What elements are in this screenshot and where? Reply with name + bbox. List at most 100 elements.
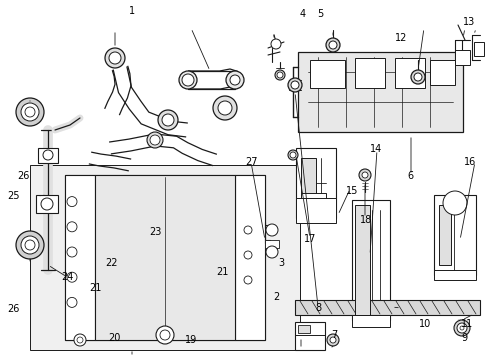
Circle shape bbox=[77, 337, 83, 343]
Text: 24: 24 bbox=[61, 272, 74, 282]
Circle shape bbox=[442, 191, 466, 215]
Bar bbox=[294, 322, 325, 350]
Circle shape bbox=[162, 114, 174, 126]
Bar bbox=[235, 175, 264, 340]
Circle shape bbox=[459, 326, 463, 330]
Text: 17: 17 bbox=[303, 234, 316, 244]
Bar bbox=[65, 175, 95, 340]
Circle shape bbox=[328, 41, 336, 49]
Circle shape bbox=[158, 110, 178, 130]
Circle shape bbox=[413, 73, 421, 81]
Circle shape bbox=[329, 337, 335, 343]
Circle shape bbox=[265, 224, 278, 236]
Circle shape bbox=[361, 172, 367, 178]
Bar bbox=[297, 52, 462, 132]
Bar bbox=[351, 200, 389, 320]
Text: 7: 7 bbox=[330, 330, 336, 340]
Bar bbox=[36, 195, 58, 213]
Circle shape bbox=[326, 334, 338, 346]
Bar bbox=[433, 270, 475, 280]
Circle shape bbox=[67, 197, 77, 207]
Circle shape bbox=[410, 70, 424, 84]
Bar bbox=[473, 42, 483, 56]
Circle shape bbox=[150, 135, 160, 145]
Circle shape bbox=[287, 150, 297, 160]
Circle shape bbox=[325, 38, 339, 52]
Text: 12: 12 bbox=[394, 33, 407, 43]
Circle shape bbox=[147, 132, 163, 148]
Circle shape bbox=[43, 150, 53, 160]
Circle shape bbox=[225, 71, 244, 89]
Bar bbox=[30, 165, 299, 350]
Text: 16: 16 bbox=[463, 157, 476, 167]
Bar bbox=[295, 198, 335, 223]
Circle shape bbox=[218, 101, 231, 115]
Bar bbox=[297, 325, 309, 333]
Text: 10: 10 bbox=[418, 319, 431, 329]
Text: 20: 20 bbox=[108, 333, 121, 343]
Text: 22: 22 bbox=[105, 258, 118, 268]
Text: 27: 27 bbox=[244, 157, 257, 167]
Text: 25: 25 bbox=[7, 191, 20, 201]
Circle shape bbox=[270, 39, 281, 49]
Circle shape bbox=[67, 297, 77, 307]
Circle shape bbox=[156, 326, 174, 344]
Bar bbox=[351, 315, 389, 327]
Bar bbox=[429, 60, 454, 85]
Circle shape bbox=[25, 240, 35, 250]
Circle shape bbox=[21, 236, 39, 254]
Circle shape bbox=[358, 169, 370, 181]
Circle shape bbox=[287, 78, 302, 92]
Bar bbox=[433, 195, 475, 275]
Circle shape bbox=[213, 96, 237, 120]
Circle shape bbox=[160, 330, 170, 340]
Circle shape bbox=[274, 70, 285, 80]
Circle shape bbox=[16, 231, 44, 259]
Text: 21: 21 bbox=[89, 283, 102, 293]
Circle shape bbox=[109, 52, 121, 64]
Bar bbox=[65, 175, 264, 340]
Circle shape bbox=[67, 247, 77, 257]
Text: 11: 11 bbox=[460, 319, 472, 329]
Bar bbox=[38, 148, 58, 163]
Circle shape bbox=[453, 320, 469, 336]
Bar bbox=[438, 205, 450, 265]
Circle shape bbox=[16, 98, 44, 126]
Bar bbox=[309, 60, 345, 88]
Text: 8: 8 bbox=[315, 303, 321, 313]
Circle shape bbox=[67, 272, 77, 282]
Bar bbox=[301, 158, 315, 208]
Bar bbox=[294, 300, 479, 315]
Bar bbox=[454, 50, 469, 65]
Circle shape bbox=[41, 198, 53, 210]
Bar bbox=[354, 205, 369, 315]
Text: 18: 18 bbox=[359, 215, 371, 225]
Circle shape bbox=[290, 81, 298, 89]
Bar bbox=[394, 58, 424, 88]
Circle shape bbox=[244, 276, 251, 284]
Text: 1: 1 bbox=[129, 6, 135, 16]
Circle shape bbox=[289, 152, 295, 158]
Bar bbox=[354, 58, 384, 88]
Circle shape bbox=[182, 74, 194, 86]
Text: 14: 14 bbox=[369, 144, 382, 154]
Circle shape bbox=[244, 251, 251, 259]
Circle shape bbox=[25, 107, 35, 117]
Text: 23: 23 bbox=[149, 227, 162, 237]
Bar bbox=[264, 240, 279, 248]
Text: 15: 15 bbox=[345, 186, 358, 196]
Circle shape bbox=[105, 48, 125, 68]
Bar bbox=[95, 175, 235, 340]
Text: 6: 6 bbox=[407, 171, 413, 181]
Circle shape bbox=[21, 103, 39, 121]
Circle shape bbox=[265, 246, 278, 258]
Bar bbox=[295, 148, 335, 218]
Circle shape bbox=[179, 71, 197, 89]
Circle shape bbox=[276, 72, 283, 78]
Circle shape bbox=[229, 75, 240, 85]
Text: 5: 5 bbox=[317, 9, 323, 19]
Text: 3: 3 bbox=[278, 258, 284, 268]
Text: 4: 4 bbox=[299, 9, 305, 19]
Text: 19: 19 bbox=[184, 335, 197, 345]
Circle shape bbox=[244, 226, 251, 234]
